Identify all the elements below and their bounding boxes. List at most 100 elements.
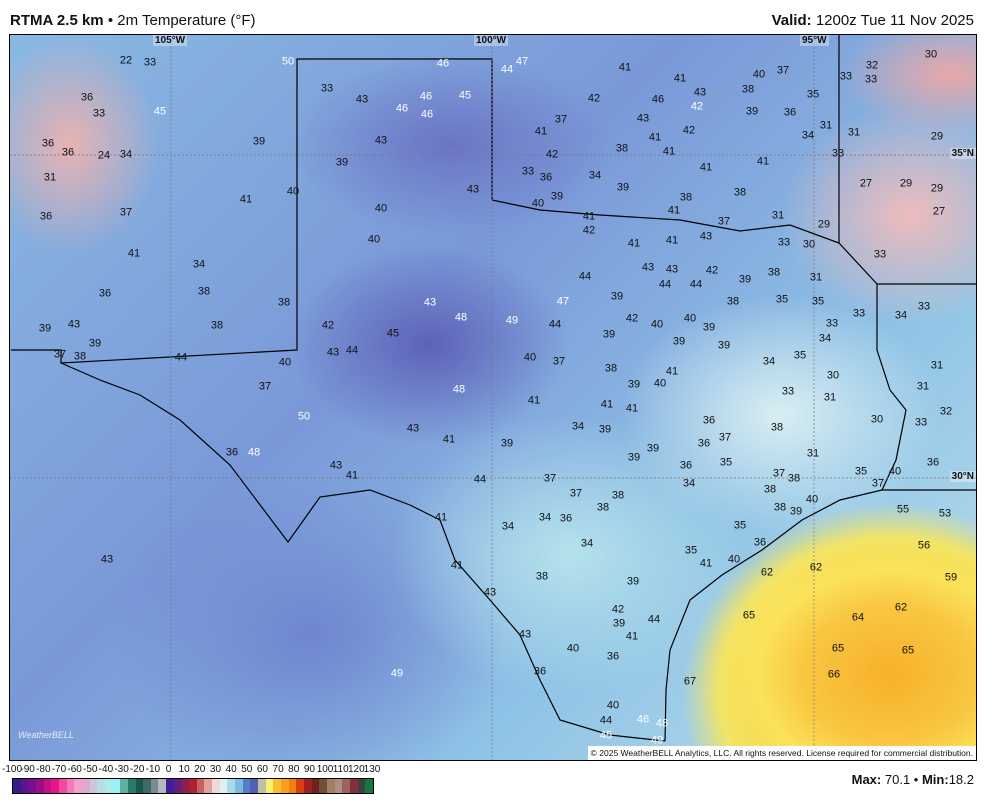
temperature-label: 39 [38,322,52,335]
temperature-label: 46 [651,93,665,106]
temperature-label: 35 [806,88,820,101]
colorbar-swatch [43,779,52,793]
temperature-label: 39 [335,156,349,169]
copyright: © 2025 WeatherBELL Analytics, LLC. All r… [587,746,976,760]
temperature-label: 22 [119,54,133,67]
colorbar-swatch [311,779,320,793]
temperature-label: 38 [770,421,784,434]
temperature-label: 30 [826,369,840,382]
temperature-label: 34 [192,258,206,271]
lon-label-105w: 105°W [153,35,188,46]
temperature-label: 31 [823,391,837,404]
colorbar-tick-label: -80 [36,764,51,775]
temperature-label: 43 [636,112,650,125]
temperature-label: 43 [326,346,340,359]
temperature-label: 44 [578,270,592,283]
colorbar-ticks: -100 -90 -80 -70 -60 -50 -40 -30 -20 -10 0 10 20 30 40… [2,764,380,776]
colorbar-swatch [150,779,159,793]
temperature-label: 27 [859,177,873,190]
temperature-label: 47 [515,55,529,68]
colorbar-swatch [58,779,67,793]
temperature-label: 44 [500,63,514,76]
colorbar [12,778,374,794]
temperature-label: 53 [938,507,952,520]
colorbar-swatch [319,779,327,793]
colorbar-tick-label: 120 [348,764,365,775]
temperature-label: 48 [452,383,466,396]
temperature-label: 45 [458,89,472,102]
temperature-label: 37 [119,206,133,219]
temperature-label: 38 [773,501,787,514]
temperature-label: 33 [521,165,535,178]
colorbar-swatch [66,779,75,793]
colorbar-tick-label: -40 [98,764,114,775]
temperature-label: 34 [801,129,815,142]
colorbar-tick-label: 10 [178,764,190,775]
colorbar-swatch [357,779,366,793]
temperature-label: 42 [682,124,696,137]
temperature-label: 36 [39,210,53,223]
temperature-label: 40 [367,233,381,246]
temperature-label: 39 [789,505,803,518]
temperature-label: 34 [682,477,696,490]
temperature-label: 67 [683,675,697,688]
temperature-label: 36 [61,146,75,159]
colorbar-swatch [112,779,121,793]
min-label: Min: [921,772,949,787]
temperature-label: 34 [501,520,515,533]
temperature-label: 33 [143,56,157,69]
colorbar-swatch [365,779,373,793]
temperature-label: 65 [901,644,915,657]
temperature-label: 38 [726,295,740,308]
colorbar-swatch [250,779,258,793]
colorbar-tick-label: -60 [67,764,82,775]
temperature-label: 41 [239,193,253,206]
colorbar-swatch [303,779,312,793]
temperature-label: 41 [345,469,359,482]
temperature-label: 37 [543,472,557,485]
colorbar-swatch [166,779,174,793]
temperature-label: 39 [672,335,686,348]
temperature-label: 41 [665,365,679,378]
colorbar-tick-label: -90 [20,764,35,775]
temperature-label: 46 [420,108,434,121]
colorbar-swatch [227,779,236,793]
temperature-label: 37 [717,215,731,228]
temperature-label: 35 [684,544,698,557]
temperature-label: 38 [787,472,801,485]
temperature-label: 37 [776,64,790,77]
max-min: Max: 70.1 • Min:18.2 [851,772,974,787]
temperature-label: 33 [781,385,795,398]
temperature-label: 41 [667,204,681,217]
temperature-label: 39 [612,617,626,630]
temperature-label: 40 [286,185,300,198]
temperature-label: 37 [554,113,568,126]
temperature-label: 33 [864,73,878,86]
colorbar-tick-label: 50 [241,764,253,775]
temperature-label: 44 [345,344,359,357]
temperature-label: 36 [41,137,55,150]
temperature-label: 59 [944,571,958,584]
temperature-label: 44 [658,278,672,291]
temperature-label: 39 [252,135,266,148]
temperature-label: 34 [538,511,552,524]
colorbar-tick-label: 70 [272,764,284,775]
temperature-label: 33 [873,248,887,261]
temperature-label: 41 [662,145,676,158]
temperature-label: 48 [655,717,669,730]
temperature-label: 35 [733,519,747,532]
temperature-map: 105°W 100°W 95°W 35°N 30°N 22 33 50 36 33 45 3… [9,34,977,761]
temperature-label: 41 [527,394,541,407]
lat-label-30n: 30°N [949,471,976,482]
temperature-label: 40 [374,202,388,215]
red-river [491,199,878,285]
temperature-label: 33 [917,300,931,313]
temperature-label: 36 [533,665,547,678]
temperature-label: 37 [718,431,732,444]
colorbar-swatch [204,779,213,793]
temperature-label: 43 [693,86,707,99]
colorbar-tick-label: 80 [288,764,300,775]
colorbar-swatch [89,779,98,793]
temperature-label: 36 [697,437,711,450]
colorbar-tick-label: -20 [129,764,145,775]
